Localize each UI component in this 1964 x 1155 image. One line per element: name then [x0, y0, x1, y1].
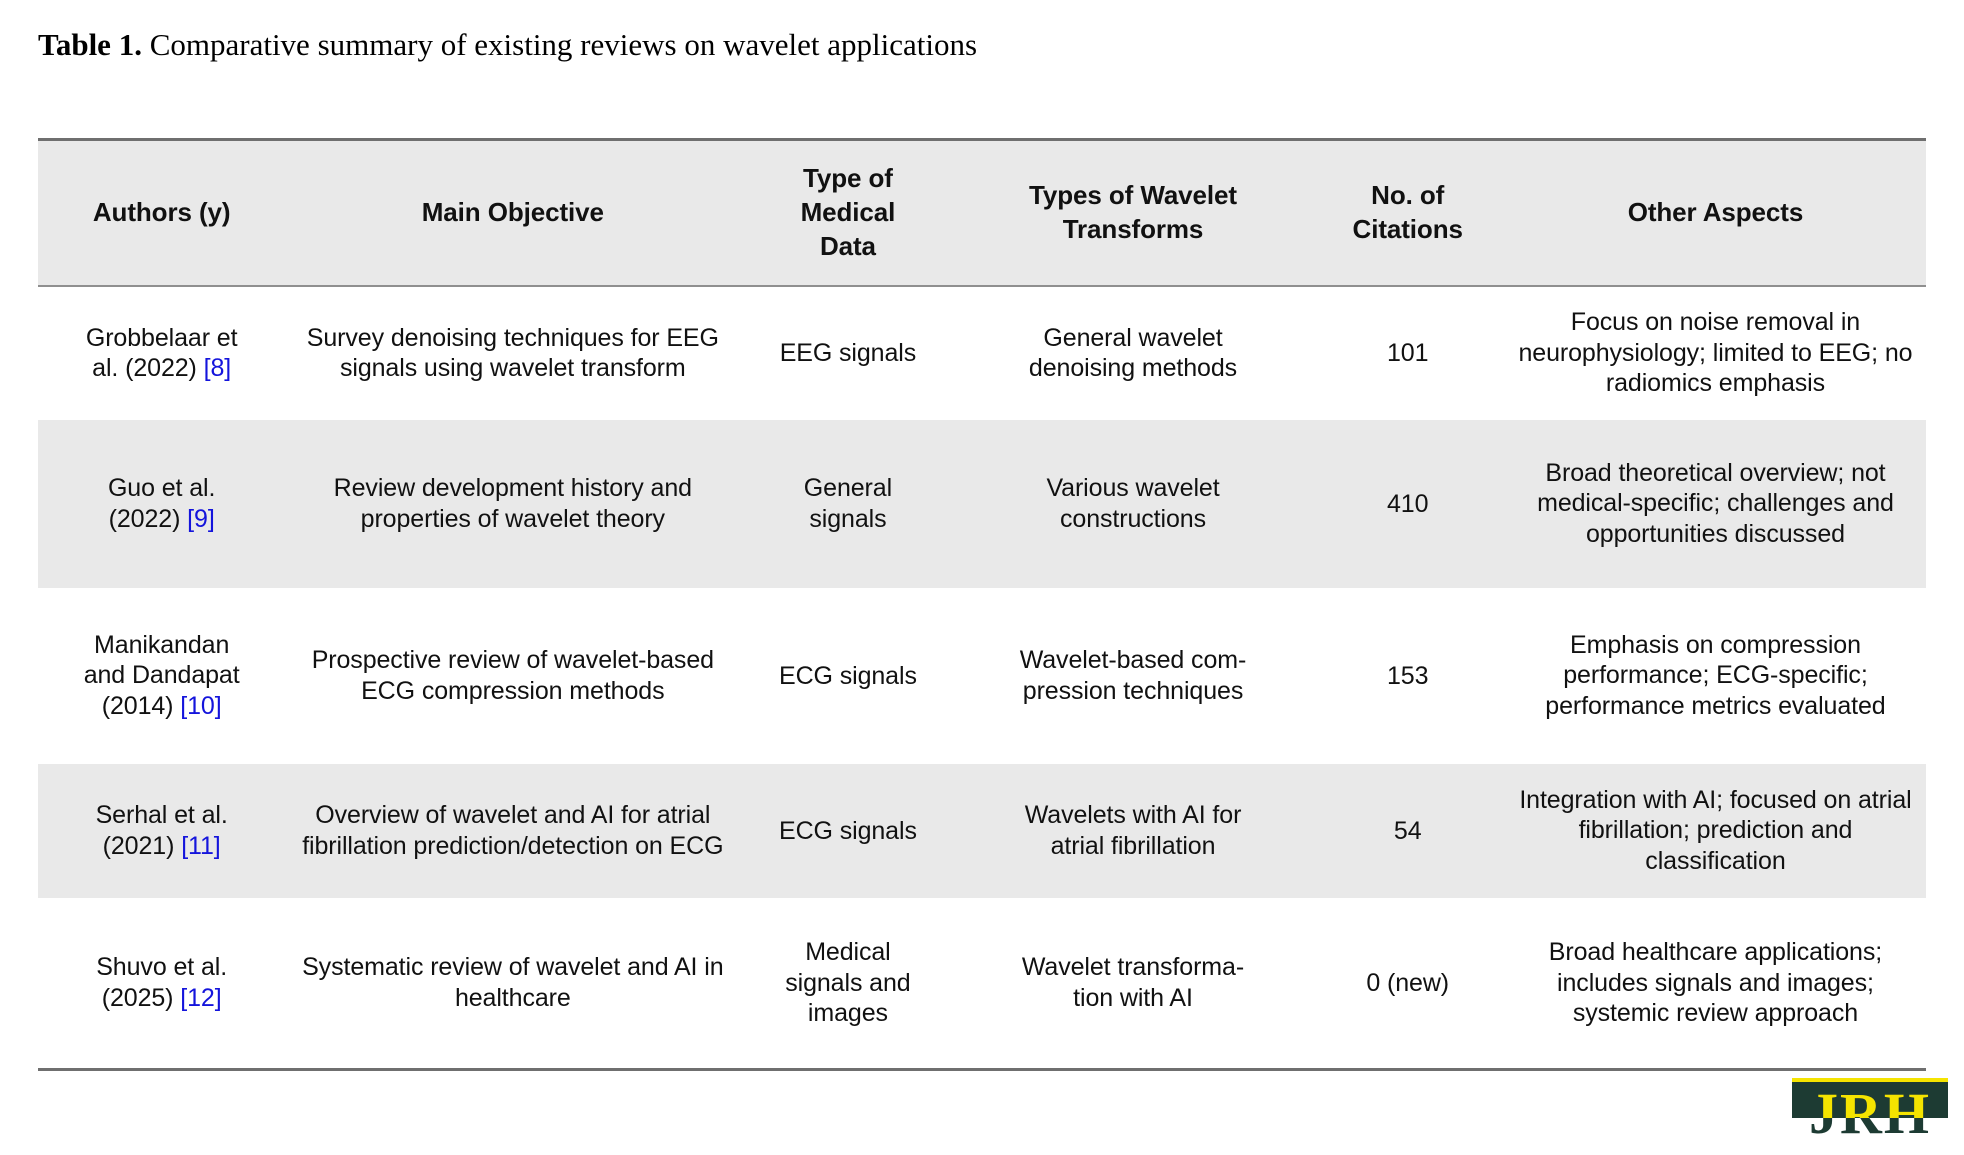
citations-cell: 101	[1310, 286, 1504, 420]
citations-cell: 153	[1310, 588, 1504, 764]
medical-data-cell-text: ECG signals	[779, 816, 917, 845]
medical-data-cell-text: EEG signals	[779, 339, 917, 368]
table-row: Shuvo et al. (2025) [12] Systematic revie…	[38, 898, 1926, 1070]
medical-data-cell: ECG signals	[740, 764, 955, 898]
medical-data-cell: General signals	[740, 420, 955, 588]
other-aspects-cell-text: Broad healthcare applica­tions; includes…	[1548, 938, 1883, 1027]
author-text: Manikandan and Dandapat (2014)	[83, 630, 240, 720]
jrh-logo-text: JRH	[1809, 1081, 1931, 1146]
jrh-logo-band	[1792, 1078, 1948, 1118]
column-header-medical-data: Type of Medical Data	[800, 163, 896, 261]
citations-cell-text: 153	[1386, 661, 1429, 690]
author-text: Grobbelaar et al. (2022)	[85, 323, 238, 383]
author-text: Shuvo et al. (2025)	[96, 953, 228, 1012]
wavelet-transforms-cell: Wavelet transforma­tion with AI	[956, 898, 1311, 1070]
main-objective-cell: Prospective review of wavelet-based ECG …	[285, 588, 740, 764]
citations-cell: 54	[1310, 764, 1504, 898]
main-objective-cell-text: Survey denoising techniques for EEG sign…	[306, 323, 719, 383]
authors-text-block: Manikandan and Dandapat (2014) [10]	[71, 630, 253, 722]
medical-data-cell-text: ECG signals	[779, 661, 917, 690]
main-objective-cell: Survey denoising techniques for EEG sign…	[285, 286, 740, 420]
main-objective-cell: Overview of wavelet and AI for atrial fi…	[285, 764, 740, 898]
comparative-reviews-table: Authors (y) Main Objective Type of Medic…	[38, 138, 1926, 1071]
main-objective-cell-text: Prospective review of wavelet-based ECG …	[311, 646, 714, 705]
wavelet-transforms-cell: Various wavelet constructions	[956, 420, 1311, 588]
column-header-wavelet-transforms: Types of Wavelet Transforms	[1029, 179, 1237, 244]
main-objective-cell-text: Systematic review of wavelet and AI in h…	[302, 953, 724, 1012]
citation-link[interactable]: [9]	[187, 504, 215, 533]
citations-cell-text: 54	[1393, 816, 1422, 845]
other-aspects-cell: Broad theoretical overview; not medical-…	[1505, 420, 1926, 588]
other-aspects-cell-text: Broad theoretical overview; not medical-…	[1537, 458, 1894, 548]
authors-text-block: Guo et al. (2022) [9]	[71, 473, 253, 534]
other-aspects-cell: Integration with AI; focused on atrial f…	[1505, 764, 1926, 898]
authors-text-block: Shuvo et al. (2025) [12]	[71, 952, 253, 1013]
other-aspects-cell-text: Focus on noise removal in neurophysiolog…	[1518, 308, 1913, 398]
column-header-main-objective: Main Objective	[421, 197, 604, 228]
wavelet-transforms-cell: General wavelet denoising methods	[956, 286, 1311, 420]
other-aspects-cell: Focus on noise removal in neurophysiolog…	[1505, 286, 1926, 420]
wavelet-transforms-cell: Wavelet-based com­pression techniques	[956, 588, 1311, 764]
citation-link[interactable]: [12]	[180, 983, 222, 1012]
main-objective-cell-text: Overview of wavelet and AI for atrial fi…	[302, 801, 724, 860]
table-row: Manikandan and Dandapat (2014) [10] Prosp…	[38, 588, 1926, 764]
main-objective-cell-text: Review development history and propertie…	[333, 474, 692, 533]
author-text: Serhal et al. (2021)	[95, 801, 228, 860]
medical-data-cell: Medical signals and images	[740, 898, 955, 1070]
other-aspects-cell: Broad healthcare applica­tions; includes…	[1505, 898, 1926, 1070]
medical-data-cell-text: Medical signals and images	[785, 938, 911, 1027]
citations-cell: 0 (new)	[1310, 898, 1504, 1070]
column-header-citations: No. of Citations	[1352, 179, 1463, 244]
citation-link[interactable]: [8]	[203, 354, 232, 382]
authors-text-block: Grobbelaar et al. (2022) [8]	[71, 323, 253, 384]
table-caption: Table 1. Comparative summary of existing…	[38, 26, 1964, 63]
main-objective-cell: Systematic review of wavelet and AI in h…	[285, 898, 740, 1070]
jrh-journal-logo: JRH JRH	[1792, 1078, 1948, 1148]
citation-link[interactable]: [10]	[180, 691, 222, 720]
medical-data-cell-text: General signals	[803, 474, 893, 533]
header-row: Authors (y) Main Objective Type of Medic…	[38, 139, 1926, 286]
column-header-authors: Authors (y)	[92, 197, 231, 228]
wavelet-transforms-cell: Wavelets with AI for atrial fibrillation	[956, 764, 1311, 898]
citations-cell-text: 410	[1386, 489, 1429, 518]
column-header-other-aspects: Other Aspects	[1627, 197, 1804, 228]
citation-link[interactable]: [11]	[181, 831, 221, 860]
table-row: Serhal et al. (2021) [11] Overview of wav…	[38, 763, 1926, 898]
other-aspects-cell-text: Emphasis on compression performance; ECG…	[1545, 630, 1886, 720]
citations-cell-text: 101	[1386, 339, 1429, 368]
main-objective-cell: Review development history and propertie…	[285, 420, 740, 588]
authors-cell: Serhal et al. (2021) [11]	[38, 764, 285, 898]
authors-cell: Shuvo et al. (2025) [12]	[38, 898, 285, 1070]
wavelet-transforms-cell-text: Wavelet transforma­tion with AI	[1021, 953, 1245, 1012]
wavelet-transforms-cell-text: Wavelets with AI for atrial fibrillation	[1024, 801, 1242, 860]
medical-data-cell: EEG signals	[740, 286, 955, 420]
authors-cell: Grobbelaar et al. (2022) [8]	[38, 286, 285, 420]
citations-cell-text: 0 (new)	[1366, 969, 1450, 998]
authors-cell: Manikandan and Dandapat (2014) [10]	[38, 588, 285, 764]
other-aspects-cell-text: Integration with AI; focused on atrial f…	[1519, 785, 1912, 875]
wavelet-transforms-cell-text: Various wavelet constructions	[1046, 474, 1220, 533]
table-body: Grobbelaar et al. (2022) [8] Survey denoi…	[38, 286, 1926, 1070]
citations-cell: 410	[1310, 420, 1504, 588]
authors-cell: Guo et al. (2022) [9]	[38, 420, 285, 588]
table-caption-text: Comparative summary of existing reviews …	[141, 27, 978, 62]
author-text: Guo et al. (2022)	[107, 474, 216, 533]
table-caption-label: Table 1.	[38, 27, 142, 62]
other-aspects-cell: Emphasis on compression performance; ECG…	[1505, 588, 1926, 764]
table-row: Grobbelaar et al. (2022) [8] Survey denoi…	[38, 286, 1926, 420]
table-row: Guo et al. (2022) [9] Review development …	[38, 419, 1926, 588]
medical-data-cell: ECG signals	[740, 588, 955, 764]
wavelet-transforms-cell-text: General wavelet denoising methods	[1028, 323, 1238, 383]
wavelet-transforms-cell-text: Wavelet-based com­pression techniques	[1019, 646, 1247, 705]
authors-text-block: Serhal et al. (2021) [11]	[71, 800, 253, 861]
